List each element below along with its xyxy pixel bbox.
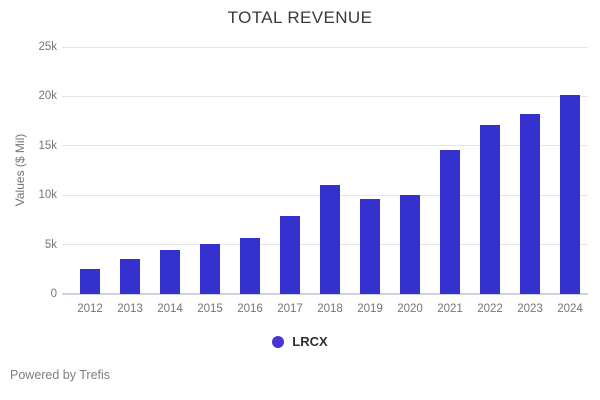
- x-tick-label-2021: 2021: [437, 303, 463, 315]
- plot-area: [62, 46, 588, 295]
- bar-2017[interactable]: [280, 215, 300, 294]
- bar-2013[interactable]: [120, 259, 140, 294]
- bar-2021[interactable]: [440, 150, 460, 294]
- gridline-15k: [62, 145, 588, 147]
- bar-2016[interactable]: [240, 237, 260, 294]
- bar-2012[interactable]: [80, 269, 100, 294]
- chart-title: TOTAL REVENUE: [227, 8, 373, 27]
- y-tick-label-20k: 20k: [38, 90, 57, 103]
- x-tick-label-2023: 2023: [517, 303, 543, 315]
- legend-label: LRCX: [292, 334, 328, 349]
- y-tick-label-0: 0: [50, 288, 57, 300]
- x-tick-label-2012: 2012: [77, 303, 103, 315]
- x-tick-label-2014: 2014: [157, 303, 183, 315]
- x-axis-line: [62, 293, 588, 295]
- x-tick-label-2024: 2024: [557, 303, 583, 315]
- bar-2019[interactable]: [360, 199, 380, 294]
- bar-2020[interactable]: [400, 194, 420, 294]
- bar-2015[interactable]: [200, 243, 220, 294]
- y-tick-label-10k: 10k: [38, 189, 57, 202]
- x-tick-label-2019: 2019: [357, 303, 383, 315]
- gridline-20k: [62, 95, 588, 97]
- x-tick-label-2017: 2017: [277, 303, 303, 315]
- x-tick-label-2016: 2016: [237, 303, 263, 315]
- x-tick-label-2020: 2020: [397, 303, 423, 315]
- y-tick-label-25k: 25k: [38, 41, 57, 53]
- powered-by-trefis-text: Powered by Trefis: [10, 368, 111, 382]
- legend-item-lrcx[interactable]: LRCX: [0, 334, 600, 349]
- bar-2022[interactable]: [480, 124, 500, 294]
- x-tick-label-2013: 2013: [117, 303, 143, 315]
- bar-2014[interactable]: [160, 249, 180, 294]
- legend-marker-icon: [272, 335, 285, 348]
- y-tick-label-15k: 15k: [38, 139, 57, 152]
- bar-2023[interactable]: [520, 114, 540, 294]
- gridline-25k: [62, 46, 588, 48]
- x-tick-label-2022: 2022: [477, 303, 503, 315]
- x-tick-label-2018: 2018: [317, 303, 343, 315]
- bar-2018[interactable]: [320, 185, 340, 294]
- bar-2024[interactable]: [560, 95, 580, 294]
- y-tick-label-5k: 5k: [44, 238, 57, 251]
- x-tick-label-2015: 2015: [197, 303, 223, 315]
